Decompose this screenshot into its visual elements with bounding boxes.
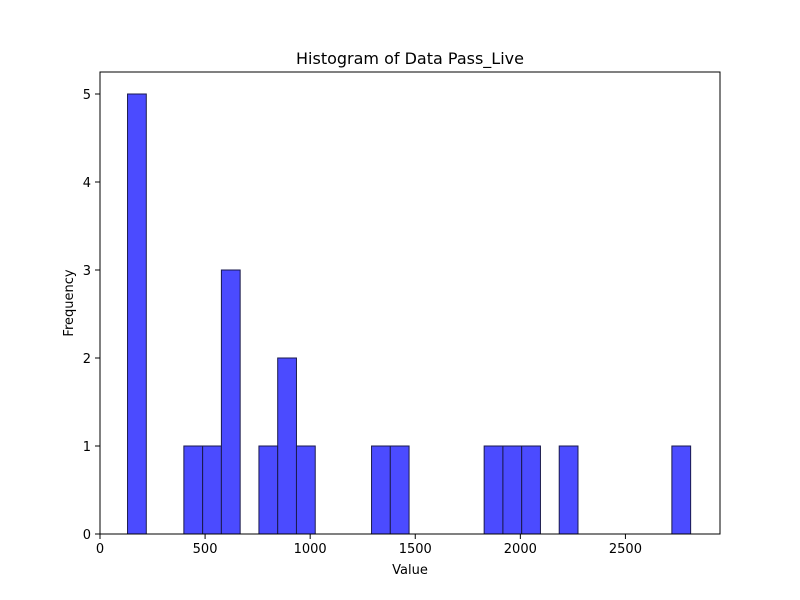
x-axis-label: Value [392,563,428,578]
y-tick-label-2: 2 [83,352,91,367]
plot-frame [99,71,721,535]
histogram-bar-12 [558,445,579,535]
histogram-bar-6 [295,445,316,535]
chart-title: Histogram of Data Pass_Live [296,49,524,69]
x-tick-label-4: 2000 [504,542,537,557]
histogram-bar-1 [183,445,204,535]
x-axis-ticks: 0 500 1000 1500 2000 2500 [96,534,642,557]
histogram-bar-2 [202,445,222,535]
y-tick-label-0: 0 [83,528,91,543]
x-tick-label-1: 500 [193,542,218,557]
y-axis-ticks: 0 1 2 3 4 5 [83,88,100,543]
histogram-bar-7 [371,445,391,535]
histogram-bar-10 [502,445,523,535]
x-tick-label-5: 2500 [609,542,642,557]
histogram-bar-13 [671,445,692,535]
histogram-bar-8 [389,445,410,535]
x-tick-label-2: 1000 [294,542,327,557]
y-tick-label-3: 3 [83,264,91,279]
y-axis-label: Frequency [62,269,77,336]
x-tick-label-3: 1500 [399,542,432,557]
histogram-bar-11 [521,445,541,535]
histogram-bar-4 [258,445,279,535]
histogram-bar-0 [127,93,147,535]
y-tick-label-1: 1 [83,440,91,455]
x-tick-label-0: 0 [96,542,104,557]
histogram-bar-5 [277,357,297,535]
histogram-bar-3 [220,269,241,535]
bars-group [127,93,692,535]
y-tick-label-4: 4 [83,176,91,191]
histogram-bar-9 [483,445,504,535]
y-tick-label-5: 5 [83,88,91,103]
